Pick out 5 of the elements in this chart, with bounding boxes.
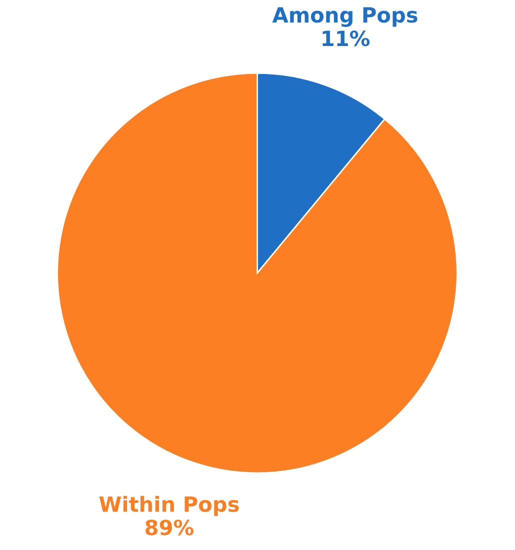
data-label: 89% (146, 520, 194, 536)
slice-label: Within Pops (99, 496, 239, 516)
pie-slice (56, 72, 458, 474)
data-label: 11% (322, 30, 370, 46)
slice-label: Among Pops (272, 7, 418, 27)
